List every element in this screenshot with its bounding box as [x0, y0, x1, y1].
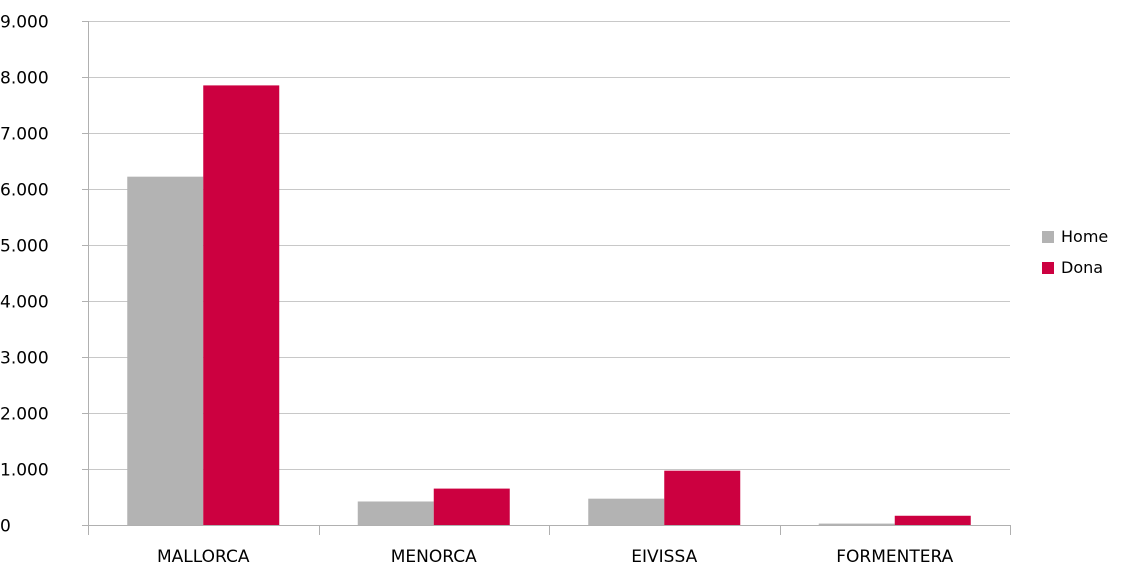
y-tick-label: 8.000	[0, 69, 49, 89]
bar-dona-menorca	[433, 488, 510, 525]
legend-label-dona: Dona	[1061, 258, 1103, 277]
legend-swatch-home	[1042, 231, 1054, 243]
y-tick-label: 6.000	[0, 181, 49, 201]
bar-home-formentera	[818, 523, 895, 525]
bar-home-mallorca	[127, 176, 204, 525]
axes	[82, 21, 1011, 535]
y-tick-label: 1.000	[0, 461, 49, 481]
y-tick-label: 2.000	[0, 405, 49, 425]
y-tick-labels: 0 1.000 2.000 3.000 4.000 5.000 6.000 7.000 8.00…	[0, 13, 49, 537]
y-tick-label: 7.000	[0, 125, 49, 145]
bar-home-eivissa	[588, 498, 665, 525]
legend-label-home: Home	[1061, 227, 1108, 246]
bar-dona-mallorca	[203, 85, 280, 526]
bars	[127, 85, 971, 526]
legend-swatch-dona	[1042, 262, 1054, 274]
x-tick-label: MENORCA	[391, 547, 477, 567]
legend: Home Dona	[1042, 227, 1108, 277]
x-tick-label: FORMENTERA	[836, 547, 953, 567]
y-tick-label: 3.000	[0, 349, 49, 369]
x-tick-label: MALLORCA	[157, 547, 250, 567]
y-tick-label: 4.000	[0, 293, 49, 313]
y-tick-label: 0	[0, 517, 11, 537]
y-tick-label: 9.000	[0, 13, 49, 33]
x-tick-label: EIVISSA	[631, 547, 697, 567]
x-tick-labels: MALLORCA MENORCA EIVISSA FORMENTERA	[157, 547, 954, 567]
bar-dona-eivissa	[664, 470, 741, 525]
y-tick-label: 5.000	[0, 237, 49, 257]
bar-home-menorca	[357, 501, 434, 525]
bar-dona-formentera	[894, 515, 971, 525]
